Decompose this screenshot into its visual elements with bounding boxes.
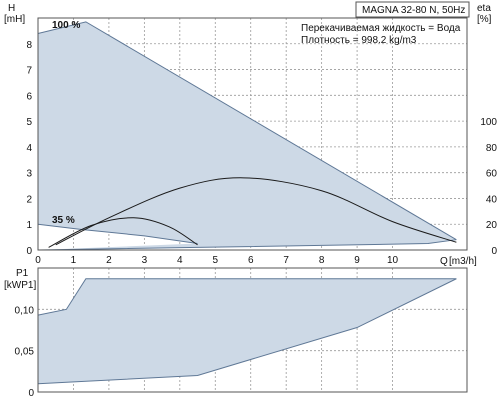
x-tick-label: 5 (212, 255, 218, 266)
y2-axis-label: eta (477, 3, 491, 14)
power-operating-area (38, 278, 457, 384)
x-tick-label: 8 (319, 255, 325, 266)
x-tick-label: 4 (177, 255, 183, 266)
y2-tick-label: 80 (486, 143, 498, 154)
y-tick-label: 3 (26, 169, 32, 180)
x-axis-unit: [m3/h] (449, 256, 477, 267)
x-tick-label: 2 (106, 255, 112, 266)
x-tick-label: 0 (35, 255, 41, 266)
p1-axis-label: P1 (16, 268, 29, 279)
x-tick-label: 7 (283, 255, 289, 266)
chart-title: MAGNA 32-80 N, 50Hz (362, 5, 465, 16)
title-box (355, 1, 470, 18)
operating-areas (38, 21, 457, 384)
eta-curve-35 (48, 217, 198, 248)
power-curve-min (37, 278, 457, 385)
eta-curve-100 (55, 177, 457, 246)
annotation-liquid: Перекачиваемая жидкость = Вода (301, 23, 461, 34)
head-operating-area (38, 21, 457, 250)
power-curve-max (37, 278, 457, 316)
y-tick-label: 8 (26, 40, 32, 51)
y2-axis-unit: [%] (477, 14, 492, 25)
plot-frames (37, 17, 468, 393)
tick-labels: 0 1 2 3 4 5 6 7 8 9 1001234567802040608010000,050,… (15, 40, 498, 399)
speed-label-100: 100 % (52, 20, 80, 31)
y-tick-label: 6 (26, 91, 32, 102)
p1-tick-label: 0 (28, 388, 34, 399)
y2-tick-label: 20 (486, 220, 498, 231)
x-tick-label: 6 (248, 255, 254, 266)
y-tick-label: 5 (26, 117, 32, 128)
y-axis-unit: [mH] (4, 14, 25, 25)
x-tick-label: 10 (387, 255, 399, 266)
head-area-bottom (37, 239, 457, 251)
y-tick-label: 4 (26, 143, 32, 154)
p1-axis-unit: [kWP1] (4, 280, 36, 291)
head-curve-100 (37, 21, 457, 241)
speed-label-35: 35 % (52, 215, 75, 226)
y-tick-label: 1 (26, 220, 32, 231)
curves (37, 21, 457, 385)
y-axis-label: H (8, 3, 15, 14)
y-tick-label: 7 (26, 66, 32, 77)
p1-tick-label: 0,05 (15, 347, 35, 358)
top-plot-frame (37, 17, 468, 251)
head-curve-35 (37, 223, 198, 245)
y-tick-label: 0 (26, 246, 32, 257)
bottom-plot-frame (37, 267, 468, 393)
y2-tick-label: 60 (486, 169, 498, 180)
x-axis-label: Q (440, 256, 448, 267)
x-tick-label: 9 (354, 255, 360, 266)
y2-tick-label: 40 (486, 194, 498, 205)
annotation-density: Плотность = 998.2 kg/m3 (301, 35, 417, 46)
x-tick-label: 1 (71, 255, 77, 266)
y2-tick-label: 100 (480, 117, 497, 128)
y2-tick-label: 0 (491, 246, 497, 257)
y-tick-label: 2 (26, 194, 32, 205)
x-tick-label: 3 (142, 255, 148, 266)
p1-tick-label: 0,10 (15, 305, 35, 316)
